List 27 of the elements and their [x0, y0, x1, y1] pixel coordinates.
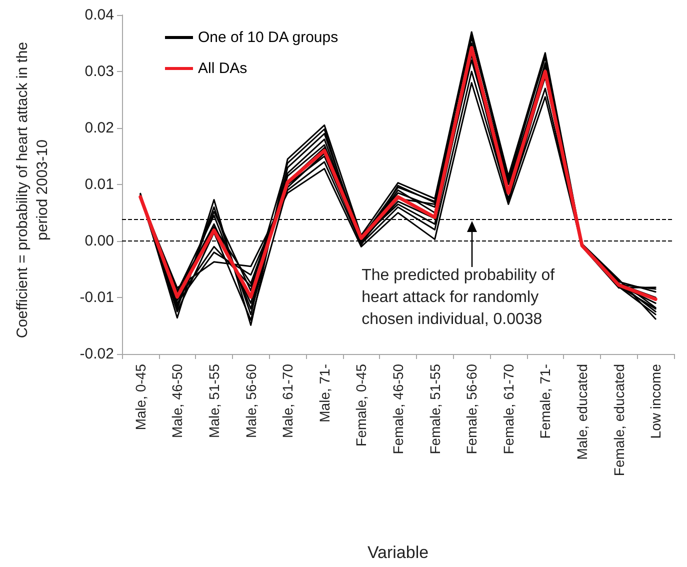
x-tick-label: Male, 51-55 [206, 364, 222, 438]
x-tick-label: Female, 61-70 [500, 364, 516, 454]
y-tick-label: 0.00 [84, 232, 114, 250]
annotation: The predicted probability of heart attack for randomly chosen individual, 0.0038 [362, 264, 587, 331]
y-tick-label: -0.02 [80, 346, 114, 362]
x-axis-title: Variable [367, 543, 429, 562]
y-tick-label: 0.01 [84, 176, 114, 193]
x-tick-label: Female, educated [610, 364, 627, 476]
y-tick-label: -0.01 [80, 289, 114, 306]
y-tick-label: 0.03 [84, 63, 114, 80]
x-tick-label: Female, 46-50 [390, 364, 406, 454]
x-tick-label: Male, 0-45 [132, 364, 148, 430]
x-tick-label: Male, 71- [316, 364, 332, 422]
x-tick-label: Female, 71- [537, 364, 554, 439]
x-tick-label: Male, 46-50 [169, 364, 186, 438]
legend-label: All DAs [198, 60, 248, 77]
y-tick-label: 0.04 [84, 6, 114, 24]
x-tick-label: Female, 56-60 [464, 364, 480, 454]
x-tick-label: Low income [648, 364, 664, 439]
y-tick-label: 0.02 [84, 120, 114, 136]
x-tick-label: Female, 51-55 [426, 364, 443, 454]
x-tick-label: Female, 0-45 [353, 364, 370, 446]
legend-label: One of 10 DA groups [198, 29, 338, 46]
x-tick-label: Male, educated [574, 364, 590, 460]
x-tick-label: Male, 61-70 [280, 364, 296, 438]
y-axis-title: Coefficient = probability of heart attack in the period 2003-10 [13, 40, 52, 340]
x-tick-label: Male, 56-60 [242, 364, 259, 438]
